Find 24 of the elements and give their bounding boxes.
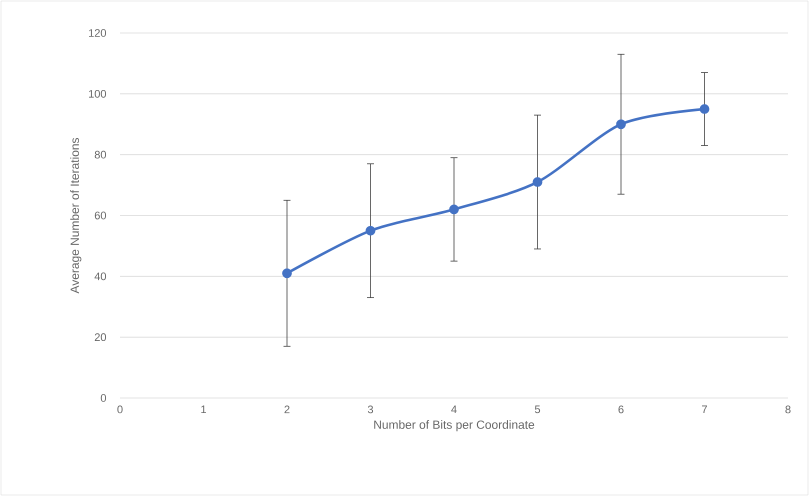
x-tick-label: 8 — [785, 406, 791, 414]
y-tick-label: 20 — [94, 333, 106, 342]
y-tick-label: 60 — [94, 212, 106, 220]
point — [616, 119, 626, 130]
x-tick-label: 1 — [201, 406, 206, 414]
x-tick-label: 6 — [618, 406, 624, 414]
y-tick-label: 100 — [89, 90, 106, 98]
point — [700, 104, 710, 114]
x-tick-label: 3 — [368, 406, 374, 414]
y-tick-label: 0 — [100, 394, 106, 402]
y-axis-title: Average Number of Iterations — [70, 138, 82, 294]
x-tick-label: 7 — [702, 406, 707, 414]
x-tick-label: 2 — [284, 406, 290, 414]
y-tick-label: 120 — [89, 29, 106, 37]
y-tick-label: 80 — [94, 150, 106, 159]
point — [366, 226, 376, 236]
y-tick-label: 40 — [94, 272, 106, 280]
point — [449, 204, 459, 214]
x-tick-label: 5 — [534, 406, 540, 414]
point — [532, 177, 542, 187]
x-tick-label: 0 — [117, 406, 123, 414]
x-tick-label: 4 — [451, 406, 457, 414]
point — [282, 268, 292, 278]
x-axis-title: Number of Bits per Coordinate — [374, 420, 534, 432]
